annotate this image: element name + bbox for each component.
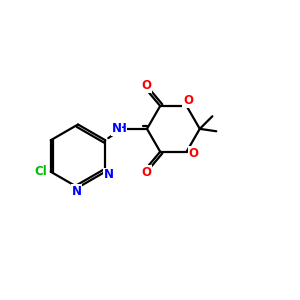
Text: H: H xyxy=(117,122,127,135)
Text: O: O xyxy=(188,147,198,160)
Text: N: N xyxy=(104,168,114,181)
Text: O: O xyxy=(183,94,193,107)
Text: O: O xyxy=(141,166,152,178)
Text: Cl: Cl xyxy=(35,165,47,178)
Text: N: N xyxy=(111,122,122,135)
Text: N: N xyxy=(71,184,82,198)
Text: O: O xyxy=(141,79,152,92)
